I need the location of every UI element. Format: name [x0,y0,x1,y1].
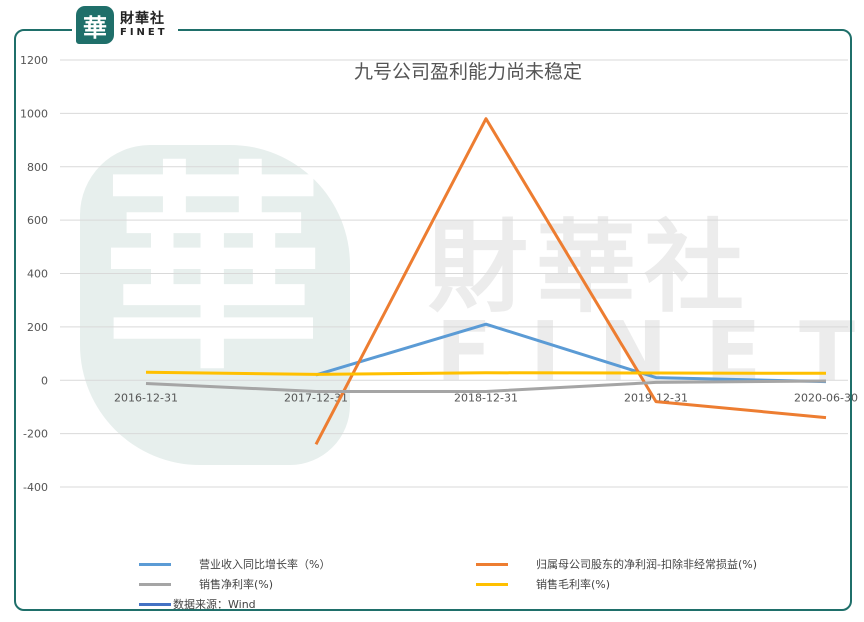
series-line [145,379,827,393]
y-tick-label: -200 [23,428,48,441]
brand-name-en: FINET [120,27,168,38]
series-line [315,322,827,384]
x-tick-label: 2018-12-31 [454,391,518,404]
y-tick-label: 0 [41,374,48,387]
y-tick-label: 200 [27,321,48,334]
x-tick-label: 2016-12-31 [114,391,178,404]
watermark-logo-shape [80,145,350,465]
chart-title: 九号公司盈利能力尚未稳定 [354,61,582,83]
chart-frame [14,29,852,611]
brand-text: 財華社 FINET [120,12,168,38]
watermark-logo-char: 華 [102,140,323,399]
series-line [314,117,827,445]
y-tick-label: -400 [23,481,48,494]
brand-logo: 華 財華社 FINET [72,4,178,46]
y-tick-label: 1000 [20,107,48,120]
x-tick-label: 2020-06-30 [794,391,858,404]
y-tick-label: 800 [27,161,48,174]
y-tick-label: 600 [27,214,48,227]
watermark-brand-cn: 財華社 [428,209,752,326]
brand-mark-icon: 華 [76,6,114,44]
brand-name-cn: 財華社 [120,11,165,27]
x-tick-label: 2017-12-31 [284,391,348,404]
y-tick-label: 1200 [20,54,48,67]
y-tick-label: 400 [27,268,48,281]
series-line [145,370,827,376]
x-tick-label: 2019-12-31 [624,391,688,404]
